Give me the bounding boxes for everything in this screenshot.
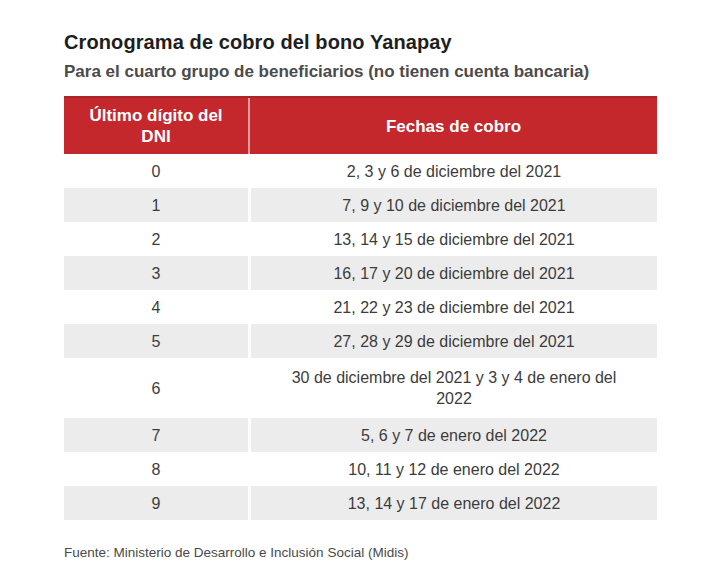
payment-dates-cell: 7, 9 y 10 de diciembre del 2021 (248, 188, 657, 222)
infographic-page: { "header": { "title": "Cronograma de co… (0, 0, 721, 586)
payment-dates-text: 10, 11 y 12 de enero del 2022 (348, 459, 559, 480)
table-row-digit-6: 6 30 de diciembre del 2021 y 3 y 4 de en… (64, 358, 657, 418)
page-title: Cronograma de cobro del bono Yanapay (64, 30, 721, 54)
table-header-row: Último dígito del DNI Fechas de cobro (64, 96, 657, 154)
payment-dates-cell: 13, 14 y 17 de enero del 2022 (248, 486, 657, 520)
table-row-digit-5: 5 27, 28 y 29 de diciembre del 2021 (64, 324, 657, 358)
table-row-digit-2: 2 13, 14 y 15 de diciembre del 2021 (64, 222, 657, 256)
payment-dates-cell: 30 de diciembre del 2021 y 3 y 4 de ener… (248, 358, 657, 418)
table-row-digit-4: 4 21, 22 y 23 de diciembre del 2021 (64, 290, 657, 324)
payment-dates-text: 7, 9 y 10 de diciembre del 2021 (342, 195, 565, 216)
dni-digit-cell: 4 (64, 290, 248, 324)
payment-dates-cell: 27, 28 y 29 de diciembre del 2021 (248, 324, 657, 358)
dni-digit-cell: 7 (64, 418, 248, 452)
payment-dates-cell: 10, 11 y 12 de enero del 2022 (248, 452, 657, 486)
source-note: Fuente: Ministerio de Desarrollo e Inclu… (64, 545, 721, 561)
table-row-digit-8: 8 10, 11 y 12 de enero del 2022 (64, 452, 657, 486)
table-row-digit-3: 3 16, 17 y 20 de diciembre del 2021 (64, 256, 657, 290)
payment-dates-text: 21, 22 y 23 de diciembre del 2021 (333, 297, 574, 318)
table-row-digit-7: 7 5, 6 y 7 de enero del 2022 (64, 418, 657, 452)
table-row-digit-1: 1 7, 9 y 10 de diciembre del 2021 (64, 188, 657, 222)
payment-dates-text: 16, 17 y 20 de diciembre del 2021 (333, 263, 574, 284)
column-header-dni-digit: Último dígito del DNI (64, 98, 248, 154)
page-subtitle: Para el cuarto grupo de beneficiarios (n… (64, 62, 721, 82)
content-wrapper: Cronograma de cobro del bono Yanapay Par… (0, 0, 721, 561)
table-row-digit-0: 0 2, 3 y 6 de diciembre del 2021 (64, 154, 657, 188)
payment-dates-cell: 16, 17 y 20 de diciembre del 2021 (248, 256, 657, 290)
dni-digit-cell: 6 (64, 358, 248, 418)
dni-digit-cell: 2 (64, 222, 248, 256)
dni-digit-cell: 3 (64, 256, 248, 290)
table-row-digit-9: 9 13, 14 y 17 de enero del 2022 (64, 486, 657, 520)
dni-digit-cell: 5 (64, 324, 248, 358)
payment-dates-cell: 2, 3 y 6 de diciembre del 2021 (248, 154, 657, 188)
payment-schedule-table: Último dígito del DNI Fechas de cobro 0 … (64, 96, 657, 520)
payment-dates-text: 2, 3 y 6 de diciembre del 2021 (347, 161, 561, 182)
payment-dates-cell: 21, 22 y 23 de diciembre del 2021 (248, 290, 657, 324)
column-header-payment-dates: Fechas de cobro (248, 98, 657, 154)
dni-digit-cell: 8 (64, 452, 248, 486)
payment-dates-text: 27, 28 y 29 de diciembre del 2021 (333, 331, 574, 352)
payment-dates-text: 5, 6 y 7 de enero del 2022 (361, 425, 547, 446)
dni-digit-cell: 1 (64, 188, 248, 222)
payment-dates-cell: 13, 14 y 15 de diciembre del 2021 (248, 222, 657, 256)
payment-dates-text: 13, 14 y 17 de enero del 2022 (348, 493, 561, 514)
payment-dates-text: 13, 14 y 15 de diciembre del 2021 (333, 229, 574, 250)
payment-dates-text: 30 de diciembre del 2021 y 3 y 4 de ener… (274, 367, 634, 409)
payment-dates-cell: 5, 6 y 7 de enero del 2022 (248, 418, 657, 452)
dni-digit-cell: 0 (64, 154, 248, 188)
dni-digit-cell: 9 (64, 486, 248, 520)
